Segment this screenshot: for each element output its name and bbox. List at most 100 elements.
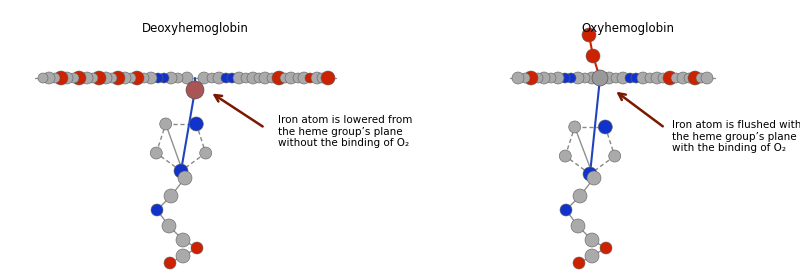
- Circle shape: [684, 73, 694, 83]
- Circle shape: [69, 73, 79, 83]
- Circle shape: [227, 73, 237, 83]
- Circle shape: [43, 72, 55, 84]
- Circle shape: [603, 72, 615, 84]
- Text: Oxyhemoglobin: Oxyhemoglobin: [582, 22, 674, 35]
- Circle shape: [587, 171, 601, 185]
- Circle shape: [207, 73, 217, 83]
- Circle shape: [54, 71, 68, 85]
- Circle shape: [150, 147, 162, 159]
- Circle shape: [139, 73, 149, 83]
- Circle shape: [585, 233, 599, 247]
- Circle shape: [176, 249, 190, 263]
- Circle shape: [546, 73, 556, 83]
- Circle shape: [586, 72, 598, 84]
- Circle shape: [512, 72, 524, 84]
- Circle shape: [677, 72, 689, 84]
- Circle shape: [111, 71, 125, 85]
- Text: Iron atom is flushed with
the heme group’s plane
with the binding of O₂: Iron atom is flushed with the heme group…: [672, 120, 800, 153]
- Circle shape: [200, 147, 212, 159]
- Circle shape: [174, 164, 188, 178]
- Circle shape: [583, 167, 597, 181]
- Text: Deoxyhemoglobin: Deoxyhemoglobin: [142, 22, 249, 35]
- Circle shape: [651, 72, 663, 84]
- Circle shape: [573, 257, 585, 269]
- Circle shape: [585, 249, 599, 263]
- Circle shape: [600, 242, 612, 254]
- Circle shape: [298, 72, 310, 84]
- Circle shape: [88, 73, 98, 83]
- Circle shape: [259, 72, 271, 84]
- Circle shape: [592, 70, 608, 86]
- Circle shape: [145, 72, 157, 84]
- Circle shape: [160, 118, 172, 130]
- Circle shape: [688, 71, 702, 85]
- Circle shape: [267, 73, 277, 83]
- Circle shape: [625, 73, 635, 83]
- Circle shape: [153, 73, 163, 83]
- Circle shape: [38, 73, 48, 83]
- Circle shape: [569, 121, 581, 133]
- Circle shape: [81, 72, 93, 84]
- Circle shape: [233, 72, 245, 84]
- Circle shape: [637, 72, 649, 84]
- Circle shape: [272, 71, 286, 85]
- Circle shape: [280, 73, 290, 83]
- Circle shape: [560, 73, 570, 83]
- Circle shape: [701, 72, 713, 84]
- Circle shape: [658, 73, 668, 83]
- Circle shape: [198, 72, 210, 84]
- Circle shape: [241, 73, 251, 83]
- Circle shape: [582, 28, 596, 42]
- Circle shape: [572, 72, 584, 84]
- Circle shape: [186, 81, 204, 99]
- Circle shape: [538, 72, 550, 84]
- Circle shape: [573, 189, 587, 203]
- Circle shape: [533, 73, 543, 83]
- Circle shape: [165, 72, 177, 84]
- Circle shape: [559, 150, 571, 162]
- Circle shape: [61, 72, 73, 84]
- Circle shape: [151, 204, 163, 216]
- Circle shape: [609, 150, 621, 162]
- Circle shape: [130, 71, 144, 85]
- Circle shape: [247, 72, 259, 84]
- Circle shape: [50, 73, 60, 83]
- Circle shape: [566, 73, 576, 83]
- Circle shape: [119, 72, 131, 84]
- Circle shape: [164, 257, 176, 269]
- Circle shape: [181, 72, 193, 84]
- Circle shape: [524, 71, 538, 85]
- Circle shape: [552, 72, 564, 84]
- Circle shape: [126, 73, 136, 83]
- Circle shape: [671, 73, 681, 83]
- Circle shape: [190, 117, 203, 131]
- Circle shape: [663, 71, 677, 85]
- Circle shape: [173, 73, 183, 83]
- Circle shape: [92, 71, 106, 85]
- Circle shape: [72, 71, 86, 85]
- Circle shape: [520, 73, 530, 83]
- Circle shape: [645, 73, 655, 83]
- Circle shape: [293, 73, 303, 83]
- Circle shape: [631, 73, 641, 83]
- Circle shape: [317, 73, 327, 83]
- Circle shape: [305, 73, 315, 83]
- Circle shape: [191, 242, 203, 254]
- Circle shape: [164, 189, 178, 203]
- Circle shape: [311, 72, 323, 84]
- Circle shape: [321, 71, 335, 85]
- Circle shape: [178, 171, 192, 185]
- Circle shape: [176, 233, 190, 247]
- Circle shape: [611, 73, 621, 83]
- Circle shape: [100, 72, 112, 84]
- Text: Iron atom is lowered from
the heme group’s plane
without the binding of O₂: Iron atom is lowered from the heme group…: [278, 115, 412, 148]
- Circle shape: [159, 73, 169, 83]
- Circle shape: [617, 72, 629, 84]
- Circle shape: [580, 73, 590, 83]
- Circle shape: [107, 73, 117, 83]
- Circle shape: [560, 204, 572, 216]
- Circle shape: [213, 72, 225, 84]
- Circle shape: [696, 73, 706, 83]
- Circle shape: [598, 120, 612, 134]
- Circle shape: [221, 73, 231, 83]
